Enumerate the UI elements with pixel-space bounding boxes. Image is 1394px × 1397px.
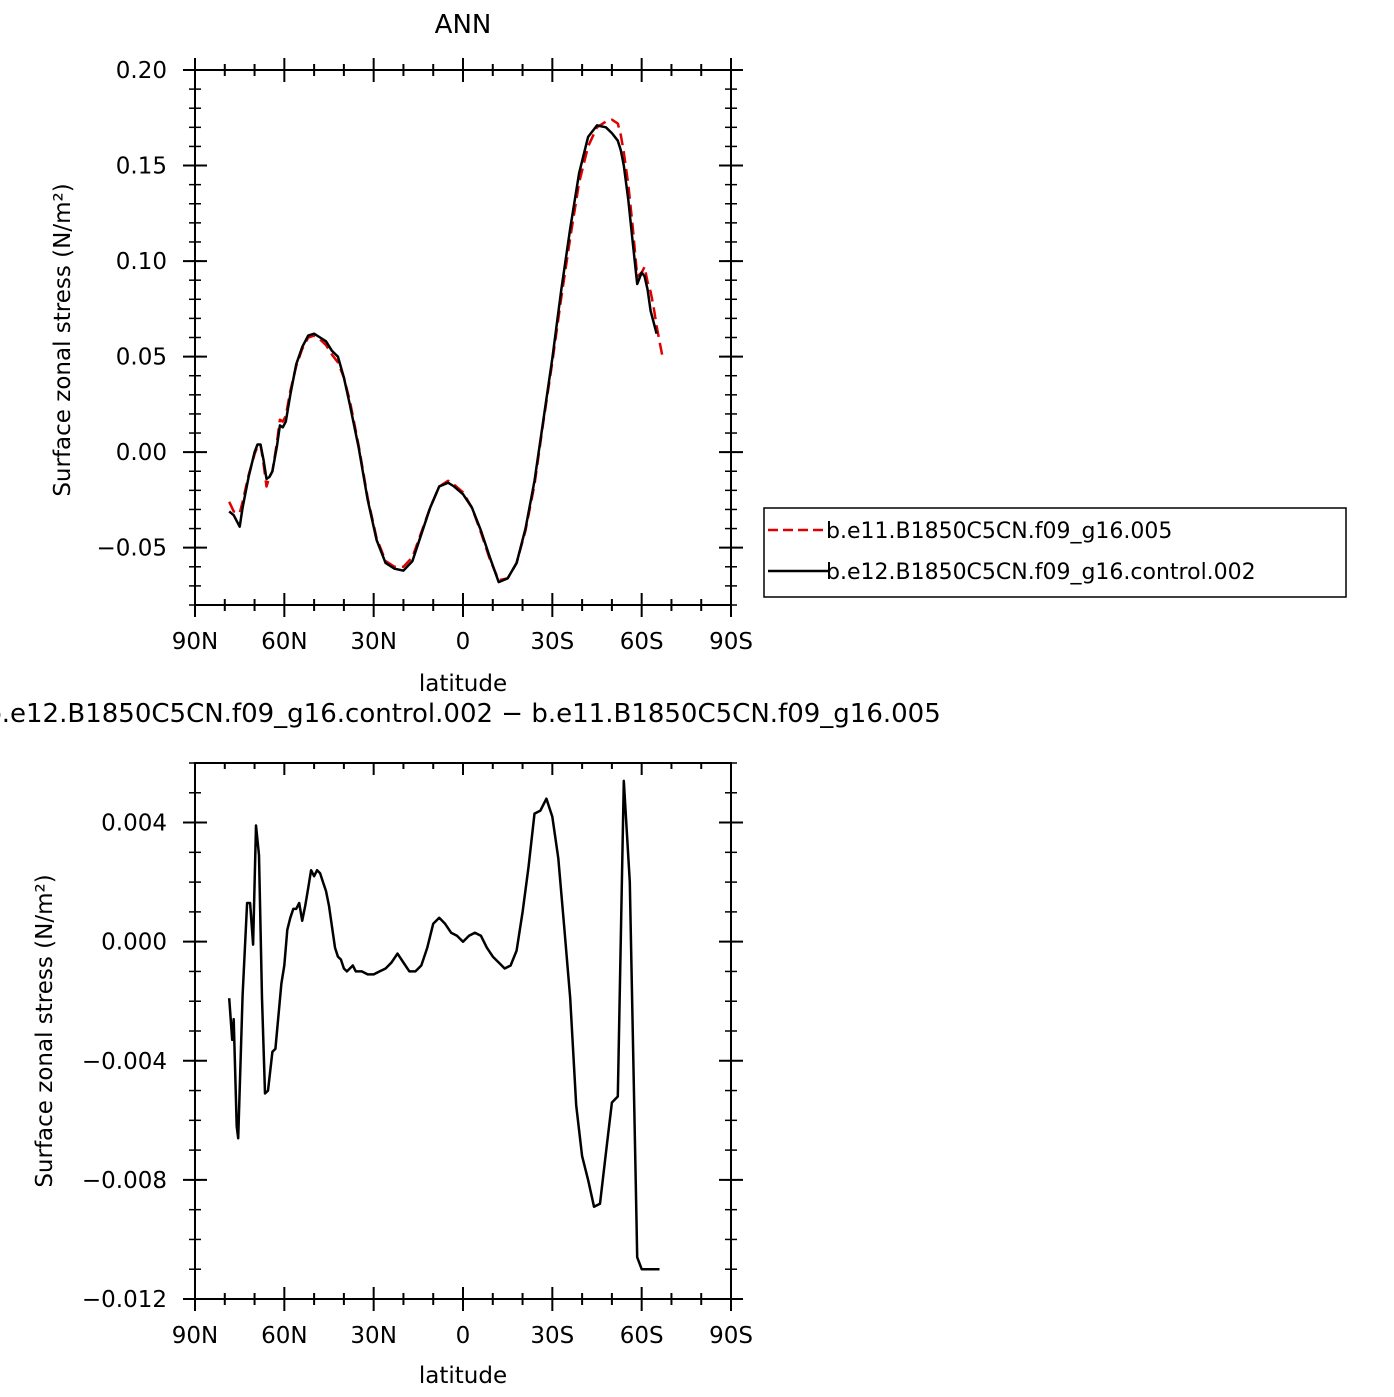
bottom-x-tick-label: 60S bbox=[620, 1323, 664, 1349]
top-plot-frame bbox=[194, 69, 732, 606]
top-series-line-1 bbox=[228, 118, 664, 582]
bottom-x-tick-label: 30N bbox=[350, 1323, 396, 1349]
top-y-axis-label: Surface zonal stress (N/m²) bbox=[50, 183, 76, 496]
bottom-y-tick-label: 0.000 bbox=[101, 930, 167, 956]
top-x-axis-label: latitude bbox=[419, 671, 507, 697]
top-x-tick-label: 60S bbox=[620, 629, 664, 655]
bottom-panel: b.e12.B1850C5CN.f09_g16.control.002 − b.… bbox=[0, 699, 941, 1389]
bottom-x-tick-label: 30S bbox=[530, 1323, 574, 1349]
bottom-chart-title: b.e12.B1850C5CN.f09_g16.control.002 − b.… bbox=[0, 699, 941, 729]
bottom-x-axis-label: latitude bbox=[419, 1363, 507, 1389]
top-x-tick-label: 90N bbox=[172, 629, 218, 655]
bottom-x-tick-label: 90S bbox=[709, 1323, 753, 1349]
top-x-tick-label: 30S bbox=[530, 629, 574, 655]
top-ticks: 90N 60N 30N 0 30S 60S 90S −0.05 0.00 0.05 0.10 0.15… bbox=[97, 58, 753, 655]
bottom-y-tick-label: 0.004 bbox=[101, 811, 167, 837]
bottom-x-tick-label: 0 bbox=[456, 1323, 471, 1349]
top-y-tick-label: 0.15 bbox=[116, 154, 167, 180]
top-panel: ANN 90N 60N 30N 0 30S 60S 90S −0.05 0.00 0.05 0.10… bbox=[50, 10, 753, 697]
top-y-tick-label: 0.10 bbox=[116, 249, 167, 275]
top-chart-title: ANN bbox=[435, 10, 492, 40]
bottom-plot-frame bbox=[194, 762, 732, 1300]
top-x-tick-label: 90S bbox=[709, 629, 753, 655]
top-x-tick-label: 60N bbox=[261, 629, 307, 655]
top-x-tick-label: 0 bbox=[456, 629, 471, 655]
top-x-tick-label: 30N bbox=[350, 629, 396, 655]
bottom-ticks: 90N 60N 30N 0 30S 60S 90S −0.012 −0.008 −0.004 0.0… bbox=[82, 762, 753, 1349]
bottom-series-lines bbox=[227, 779, 660, 1271]
bottom-x-tick-label: 90N bbox=[172, 1323, 218, 1349]
bottom-y-tick-label: −0.008 bbox=[82, 1168, 167, 1194]
top-y-tick-label: −0.05 bbox=[97, 536, 167, 562]
top-y-tick-label: 0.20 bbox=[116, 58, 167, 84]
legend-label-series-2: b.e12.B1850C5CN.f09_g16.control.002 bbox=[826, 560, 1256, 585]
legend: b.e11.B1850C5CN.f09_g16.005 b.e12.B1850C… bbox=[763, 507, 1347, 598]
legend-box bbox=[763, 507, 1347, 598]
bottom-y-tick-label: −0.012 bbox=[82, 1287, 167, 1313]
legend-label-series-1: b.e11.B1850C5CN.f09_g16.005 bbox=[826, 519, 1172, 544]
top-y-tick-label: 0.00 bbox=[116, 440, 167, 466]
bottom-y-axis-label: Surface zonal stress (N/m²) bbox=[32, 874, 58, 1187]
top-y-tick-label: 0.05 bbox=[116, 345, 167, 371]
bottom-y-tick-label: −0.004 bbox=[82, 1049, 167, 1075]
bottom-series-line-1 bbox=[227, 779, 660, 1271]
top-series-lines bbox=[228, 118, 664, 584]
bottom-x-tick-label: 60N bbox=[261, 1323, 307, 1349]
top-series-line-2 bbox=[228, 124, 658, 584]
